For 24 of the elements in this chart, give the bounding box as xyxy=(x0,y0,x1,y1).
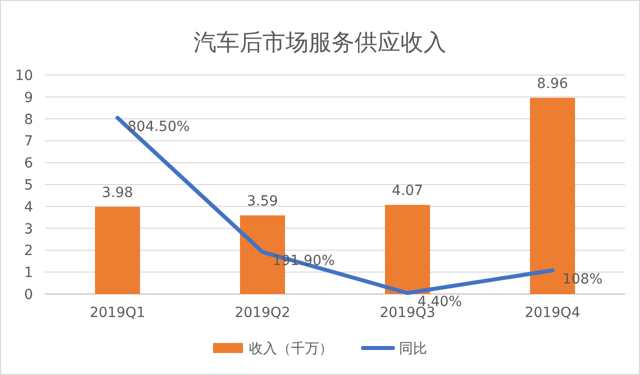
x-tick-label: 2019Q2 xyxy=(234,305,290,321)
y-tick-label: 0 xyxy=(24,287,33,303)
data-label: 3.98 xyxy=(102,184,134,201)
y-tick-label: 6 xyxy=(24,156,34,172)
y-tick-label: 8 xyxy=(24,112,33,128)
chart-title: 汽车后市场服务供应收入 xyxy=(194,30,446,56)
y-tick-label: 4 xyxy=(24,199,34,216)
data-label: 3.59 xyxy=(246,193,278,210)
y-tick-label: 1 xyxy=(24,265,33,282)
bar xyxy=(95,206,140,294)
y-tick-label: 2 xyxy=(24,243,33,260)
y-tick-label: 3 xyxy=(24,221,33,238)
y-tick-label: 5 xyxy=(24,178,33,194)
data-label: 4.07 xyxy=(392,182,424,199)
data-label: 804.50% xyxy=(128,118,190,135)
legend-label: 同比 xyxy=(399,341,427,357)
x-tick-label: 2019Q1 xyxy=(90,305,146,321)
x-tick-label: 2019Q4 xyxy=(524,305,580,321)
y-tick-label: 7 xyxy=(24,134,33,150)
bar xyxy=(385,204,430,294)
data-label: 8.96 xyxy=(536,76,568,92)
y-tick-label: 9 xyxy=(24,90,33,106)
y-tick-label: 10 xyxy=(15,68,33,84)
legend-label: 收入（千万） xyxy=(249,341,333,357)
